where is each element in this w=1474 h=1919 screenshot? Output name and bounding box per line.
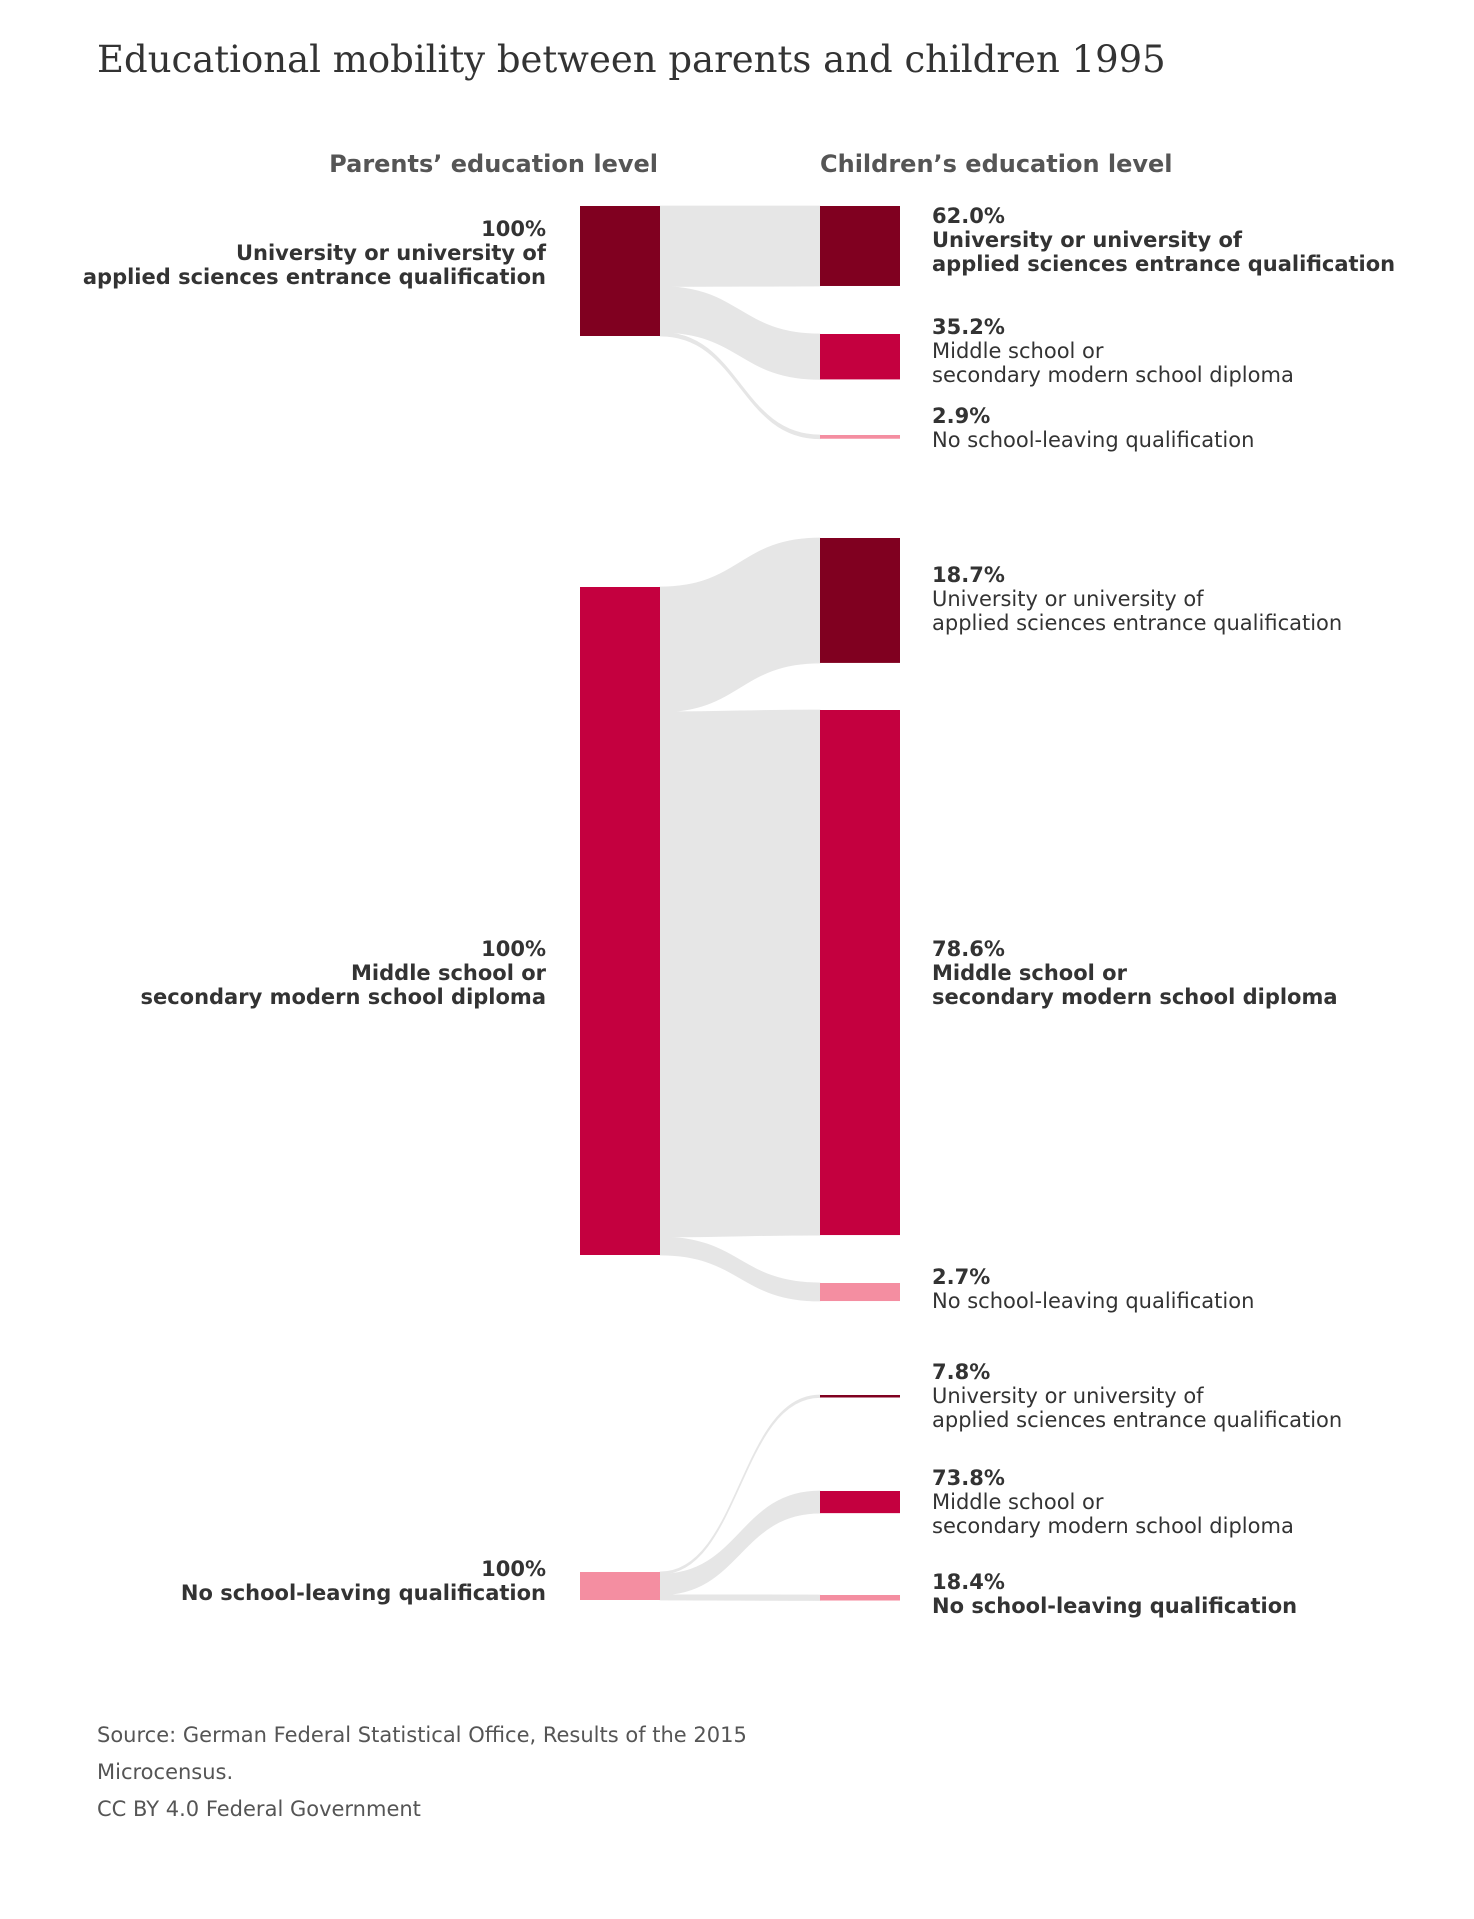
child-label-line: applied sciences entrance qualification: [932, 1408, 1342, 1432]
child-label-line: Middle school or: [932, 1490, 1104, 1514]
child-label-line: University or university of: [932, 1384, 1204, 1408]
child-label-line: secondary modern school diploma: [932, 1514, 1294, 1538]
child-percent: 18.4%: [932, 1570, 1005, 1594]
parent-label-line: applied sciences entrance qualification: [83, 265, 546, 289]
parent-label-line: No school-leaving qualification: [181, 1581, 546, 1605]
child-node: [820, 538, 900, 663]
parent-label-line: Middle school or: [351, 961, 547, 985]
child-label-line: Middle school or: [932, 961, 1128, 985]
parent-percent: 100%: [481, 1557, 546, 1581]
flow-band: [659, 709, 821, 1238]
child-node: [820, 206, 900, 286]
source-note: Source: German Federal Statistical Offic…: [97, 1723, 747, 1821]
source-line: Source: German Federal Statistical Offic…: [97, 1723, 747, 1747]
child-label-line: No school-leaving qualification: [932, 1594, 1297, 1618]
child-percent: 2.7%: [932, 1265, 990, 1289]
parent-node: [580, 587, 660, 1255]
flow-band: [659, 1594, 821, 1601]
child-node: [820, 334, 900, 380]
child-percent: 35.2%: [932, 315, 1005, 339]
node-layer: [580, 206, 900, 1601]
child-percent: 7.8%: [932, 1360, 990, 1384]
children-axis-label: Children’s education level: [820, 150, 1173, 178]
flow-band: [659, 537, 821, 713]
child-percent: 18.7%: [932, 563, 1005, 587]
child-label-line: applied sciences entrance qualification: [932, 611, 1342, 635]
flow-band: [659, 205, 821, 287]
child-label-line: University or university of: [932, 228, 1243, 252]
parent-percent: 100%: [481, 937, 546, 961]
child-node: [820, 1595, 900, 1601]
child-label-line: applied sciences entrance qualification: [932, 252, 1395, 276]
flow-band: [659, 1236, 821, 1302]
parent-label-line: University or university of: [236, 241, 547, 265]
source-line: Microcensus.: [97, 1760, 233, 1784]
chart-title: Educational mobility between parents and…: [97, 38, 1166, 81]
child-label-line: University or university of: [932, 587, 1204, 611]
parent-node: [580, 1572, 660, 1600]
child-label-line: secondary modern school diploma: [932, 985, 1338, 1009]
child-node: [820, 1491, 900, 1514]
parent-label-line: secondary modern school diploma: [140, 985, 546, 1009]
flow-band: [659, 286, 821, 380]
child-node: [820, 435, 900, 439]
child-label-line: No school-leaving qualification: [932, 1289, 1254, 1313]
child-percent: 73.8%: [932, 1466, 1005, 1490]
child-label-line: secondary modern school diploma: [932, 363, 1294, 387]
source-line: CC BY 4.0 Federal Government: [97, 1797, 421, 1821]
flow-band: [659, 1490, 821, 1596]
parent-percent: 100%: [481, 217, 546, 241]
child-percent: 62.0%: [932, 204, 1005, 228]
child-label-line: Middle school or: [932, 339, 1104, 363]
child-percent: 78.6%: [932, 937, 1005, 961]
parents-axis-label: Parents’ education level: [329, 150, 658, 178]
child-node: [820, 710, 900, 1236]
child-node: [820, 1283, 900, 1302]
parent-node: [580, 206, 660, 336]
child-label-line: No school-leaving qualification: [932, 428, 1254, 452]
child-percent: 2.9%: [932, 404, 990, 428]
child-node: [820, 1395, 900, 1398]
flow-layer: [659, 205, 821, 1601]
